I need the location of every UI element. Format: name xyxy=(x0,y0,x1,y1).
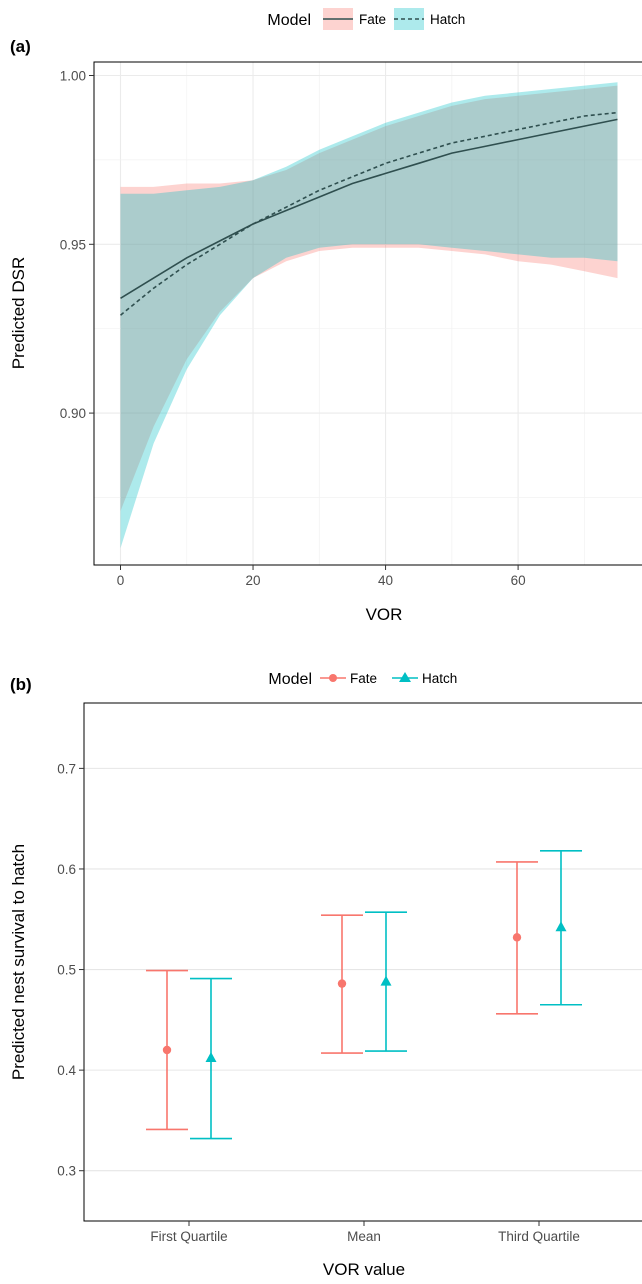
y-tick-label: 0.90 xyxy=(60,406,86,421)
series-line-hatch xyxy=(119,111,618,316)
y-tick-label: 0.4 xyxy=(57,1063,76,1078)
legend-title: Model xyxy=(267,12,311,29)
point-fate xyxy=(337,979,347,988)
point-fate xyxy=(162,1045,172,1055)
y-tick-label: 1.00 xyxy=(60,69,86,84)
panel-label-a: (a) xyxy=(10,37,31,56)
ci-ribbon-hatch xyxy=(120,82,618,549)
y-tick-label: 0.7 xyxy=(57,761,76,776)
ticks-panel-a: 0 20 40 60 0.90 0.95 1.00 xyxy=(60,69,526,588)
y-axis-title-panel-a: Predicted DSR xyxy=(9,257,28,369)
x-tick-label: 40 xyxy=(378,573,393,588)
y-tick-label: 0.6 xyxy=(57,862,76,877)
point-hatch xyxy=(380,975,392,986)
panel-label-b: (b) xyxy=(10,675,32,694)
y-tick-label: 0.5 xyxy=(57,963,76,978)
legend-panel-a: Model Fate Hatch xyxy=(267,8,465,30)
ci-ribbon-fate xyxy=(120,85,618,511)
series-line-fate xyxy=(120,118,618,299)
legend-label-fate: Fate xyxy=(350,671,377,686)
x-tick-label: First Quartile xyxy=(150,1229,227,1244)
y-tick-label: 0.95 xyxy=(60,237,86,252)
legend-key-hatch-point xyxy=(399,672,411,682)
plot-border-panel-a xyxy=(93,61,642,566)
x-tick-label: Third Quartile xyxy=(498,1229,580,1244)
y-axis-title-panel-b: Predicted nest survival to hatch xyxy=(9,844,28,1080)
point-hatch xyxy=(555,921,567,932)
x-tick-label: 0 xyxy=(117,573,125,588)
y-tick-label: 0.3 xyxy=(57,1164,76,1179)
legend-title: Model xyxy=(268,671,312,688)
gridlines-panel-b xyxy=(84,767,642,1172)
legend-key-fate-point xyxy=(329,674,337,682)
x-tick-label: 60 xyxy=(511,573,526,588)
gridlines-panel-a xyxy=(94,62,642,565)
plot-area-panel-b xyxy=(146,850,582,1140)
x-tick-label: 20 xyxy=(246,573,261,588)
ticks-panel-b: First Quartile Mean Third Quartile 0.3 0.4 0.… xyxy=(57,761,580,1244)
legend-label-hatch: Hatch xyxy=(422,671,457,686)
x-axis-title-panel-b: VOR value xyxy=(323,1260,405,1279)
point-hatch xyxy=(205,1052,217,1063)
point-fate xyxy=(512,933,522,942)
legend-label-hatch: Hatch xyxy=(430,12,465,27)
x-tick-label: Mean xyxy=(347,1229,381,1244)
legend-panel-b: Model Fate Hatch xyxy=(268,671,457,688)
x-axis-title-panel-a: VOR xyxy=(366,605,403,624)
plot-area-panel-a xyxy=(119,82,618,549)
legend-label-fate: Fate xyxy=(359,12,386,27)
plot-border-panel-b xyxy=(83,702,642,1222)
